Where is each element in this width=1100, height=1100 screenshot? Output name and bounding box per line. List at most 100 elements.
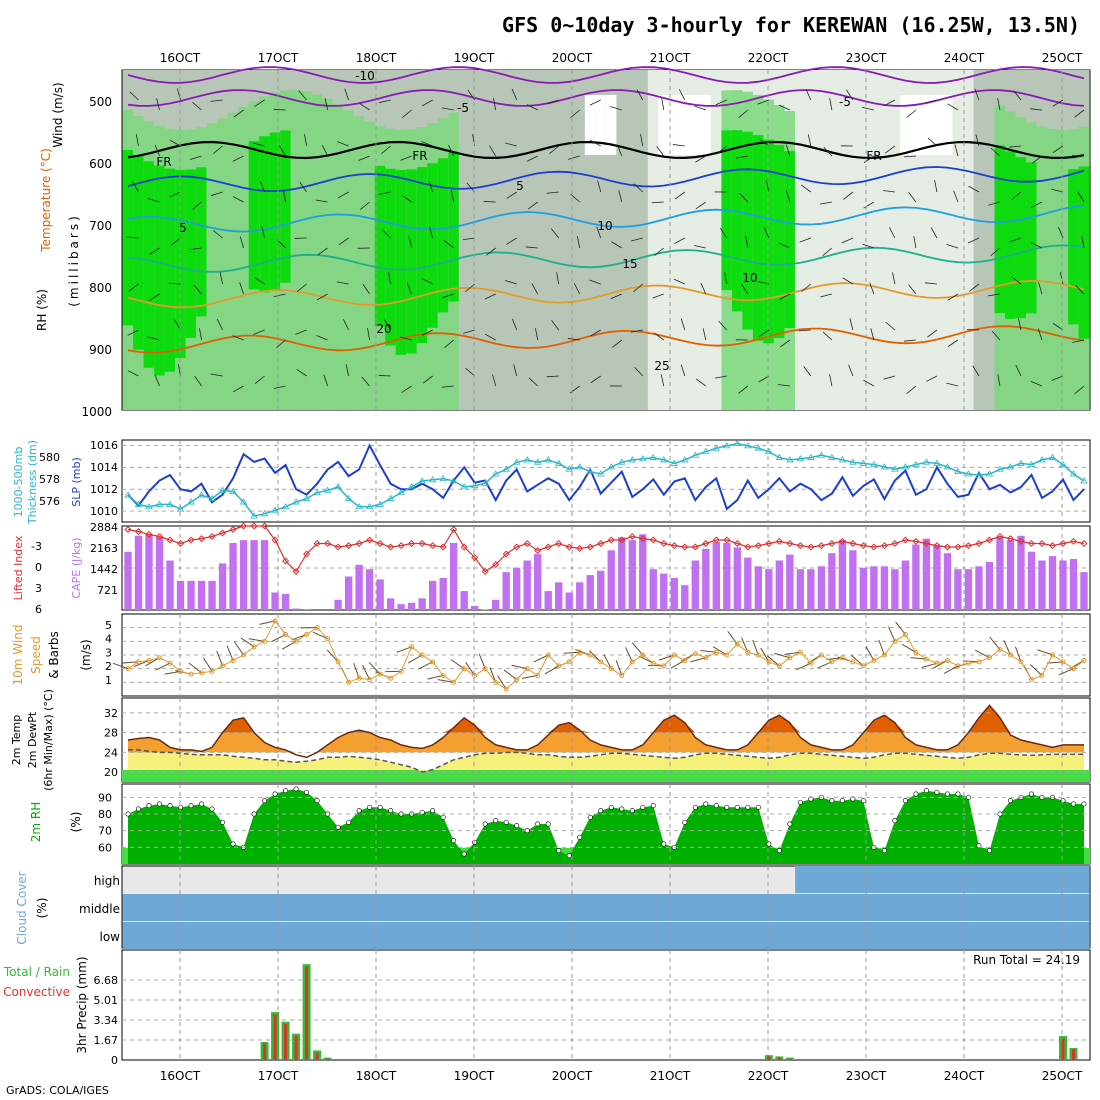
wind-barb xyxy=(863,201,875,209)
wind-barb xyxy=(660,374,665,387)
cloud-cell xyxy=(816,894,828,921)
wind10m-barb xyxy=(259,620,276,625)
rh-saturated-column xyxy=(1078,166,1090,339)
cloud-cell xyxy=(1005,922,1017,949)
rh-column xyxy=(963,70,975,410)
wind10m-barb xyxy=(489,667,497,683)
lifted-index-marker xyxy=(849,539,857,548)
wind10m-barb xyxy=(188,662,202,674)
cloud-cell xyxy=(1015,894,1027,921)
cape-bar xyxy=(870,566,878,610)
rh-marker xyxy=(430,808,436,814)
rh-column xyxy=(469,70,481,410)
cape-bar xyxy=(891,569,899,610)
wind10m-marker xyxy=(1028,677,1034,683)
wind-barb xyxy=(527,201,538,210)
precip-conv-bar xyxy=(777,1057,781,1060)
thickness-marker xyxy=(323,486,332,493)
wind10m-marker xyxy=(734,641,740,647)
wind-barb xyxy=(168,282,181,285)
rh-column xyxy=(584,70,596,410)
cloud-cell xyxy=(784,922,796,949)
cloud-cell xyxy=(511,894,523,921)
rh-saturated-column xyxy=(1015,157,1027,319)
cape-bar xyxy=(124,551,132,610)
rh-marker xyxy=(514,823,520,829)
temp-lines xyxy=(127,704,1084,773)
rh-saturated-column xyxy=(143,161,155,368)
lifted-index-marker xyxy=(397,542,405,550)
wind10m-marker xyxy=(482,666,488,672)
wind-barb xyxy=(741,283,749,295)
cape-bar xyxy=(849,550,857,610)
thickness-marker xyxy=(996,465,1004,472)
wind10m-barb xyxy=(670,660,686,669)
wind-barb xyxy=(399,336,412,341)
rh-marker xyxy=(272,791,278,797)
slp-y-tick: 1014 xyxy=(90,461,118,474)
lifted-index-marker xyxy=(807,543,815,551)
thickness-marker xyxy=(512,458,521,465)
rh-marker xyxy=(157,801,163,807)
lifted-index-marker xyxy=(208,532,216,541)
wind-barb xyxy=(360,201,370,210)
wind-barb xyxy=(908,192,917,203)
lifted-index-marker xyxy=(282,557,290,565)
wind-barb xyxy=(678,89,686,101)
wind10m-marker xyxy=(818,652,824,658)
rh-marker xyxy=(230,841,236,847)
cape-bar xyxy=(639,534,647,610)
wind-barb xyxy=(362,283,370,295)
cloud-cell xyxy=(1057,866,1069,893)
cape-bar xyxy=(218,563,227,610)
cloud-cell xyxy=(227,894,239,921)
wind10m-barb xyxy=(234,641,244,656)
wind-barb xyxy=(610,106,622,111)
wind-barb xyxy=(570,109,580,118)
wind-barb xyxy=(323,374,328,387)
cloud-cell xyxy=(1005,894,1017,921)
wind-barb xyxy=(129,91,139,101)
cloud-cell xyxy=(1078,894,1090,921)
cape-bar xyxy=(134,535,143,610)
wind-barb xyxy=(192,201,202,210)
wind-barb xyxy=(805,88,812,101)
wind-barb xyxy=(636,89,644,101)
cape-bar xyxy=(460,591,468,610)
wind10m-barb xyxy=(240,637,255,648)
thickness-marker xyxy=(134,500,143,507)
wind10m-marker xyxy=(535,673,541,678)
wind10m-barb xyxy=(727,630,738,645)
cloud-cell xyxy=(868,894,880,921)
wind-barb xyxy=(763,226,770,239)
wind-barb xyxy=(296,368,307,377)
wind10m-marker xyxy=(430,659,436,665)
wind-barb xyxy=(653,332,665,341)
rh-marker xyxy=(419,809,425,815)
temp2m-panel: 32 28 24 20 2m Temp 2m DewPt (6hr Min/Max) … xyxy=(10,689,1091,791)
rh-dry-column xyxy=(668,95,680,155)
wind-barb xyxy=(695,155,707,163)
wind-barb xyxy=(463,329,475,334)
wind-barb xyxy=(988,293,1001,297)
cloud-cell xyxy=(826,866,838,893)
lifted-y-tick: -3 xyxy=(31,540,42,553)
wind-barb xyxy=(990,147,1001,157)
wind10m-marker xyxy=(577,649,583,655)
rh-saturated-column xyxy=(374,165,386,327)
thickness-marker xyxy=(891,465,899,472)
lifted-index-marker xyxy=(1080,539,1088,548)
wind-barb xyxy=(345,364,350,377)
wind10m-marker xyxy=(199,670,205,676)
cloud-cell xyxy=(816,922,828,949)
precip-y-tick: 3.34 xyxy=(94,1014,119,1027)
wind-barb xyxy=(820,293,832,298)
wind-barb xyxy=(1030,381,1043,387)
wind-barb xyxy=(210,373,223,377)
slp-y-tick: 1012 xyxy=(90,483,118,496)
cape-bar xyxy=(712,542,720,610)
rh-dry-column xyxy=(689,95,701,155)
cloud-cell xyxy=(301,922,313,949)
cloud-cell xyxy=(637,922,649,949)
